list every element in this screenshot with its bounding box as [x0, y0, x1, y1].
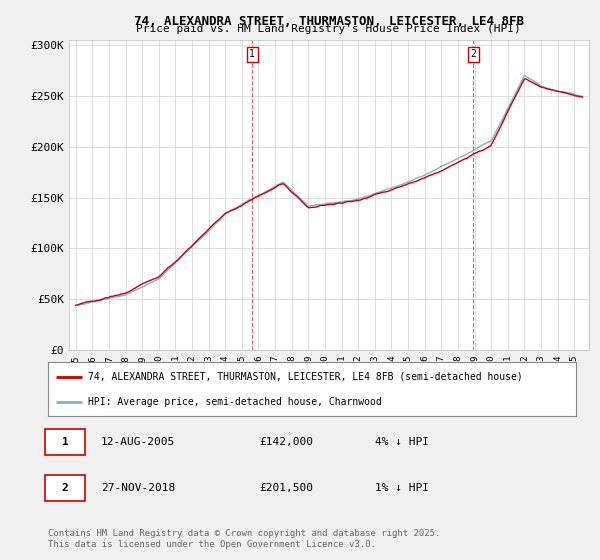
Text: 12-AUG-2005: 12-AUG-2005	[101, 437, 175, 447]
Text: HPI: Average price, semi-detached house, Charnwood: HPI: Average price, semi-detached house,…	[88, 397, 382, 407]
Text: Price paid vs. HM Land Registry's House Price Index (HPI): Price paid vs. HM Land Registry's House …	[136, 24, 521, 34]
Text: 4% ↓ HPI: 4% ↓ HPI	[376, 437, 430, 447]
Text: 27-NOV-2018: 27-NOV-2018	[101, 483, 175, 493]
Text: 1% ↓ HPI: 1% ↓ HPI	[376, 483, 430, 493]
Text: Contains HM Land Registry data © Crown copyright and database right 2025.
This d: Contains HM Land Registry data © Crown c…	[48, 529, 440, 549]
Text: 1: 1	[249, 49, 255, 59]
Text: £201,500: £201,500	[259, 483, 313, 493]
Text: 74, ALEXANDRA STREET, THURMASTON, LEICESTER, LE4 8FB (semi-detached house): 74, ALEXANDRA STREET, THURMASTON, LEICES…	[88, 372, 523, 382]
Text: 74, ALEXANDRA STREET, THURMASTON, LEICESTER, LE4 8FB: 74, ALEXANDRA STREET, THURMASTON, LEICES…	[134, 15, 524, 27]
FancyBboxPatch shape	[46, 475, 85, 501]
Text: 1: 1	[62, 437, 68, 447]
Text: £142,000: £142,000	[259, 437, 313, 447]
Text: 2: 2	[62, 483, 68, 493]
Text: 2: 2	[470, 49, 476, 59]
FancyBboxPatch shape	[46, 429, 85, 455]
